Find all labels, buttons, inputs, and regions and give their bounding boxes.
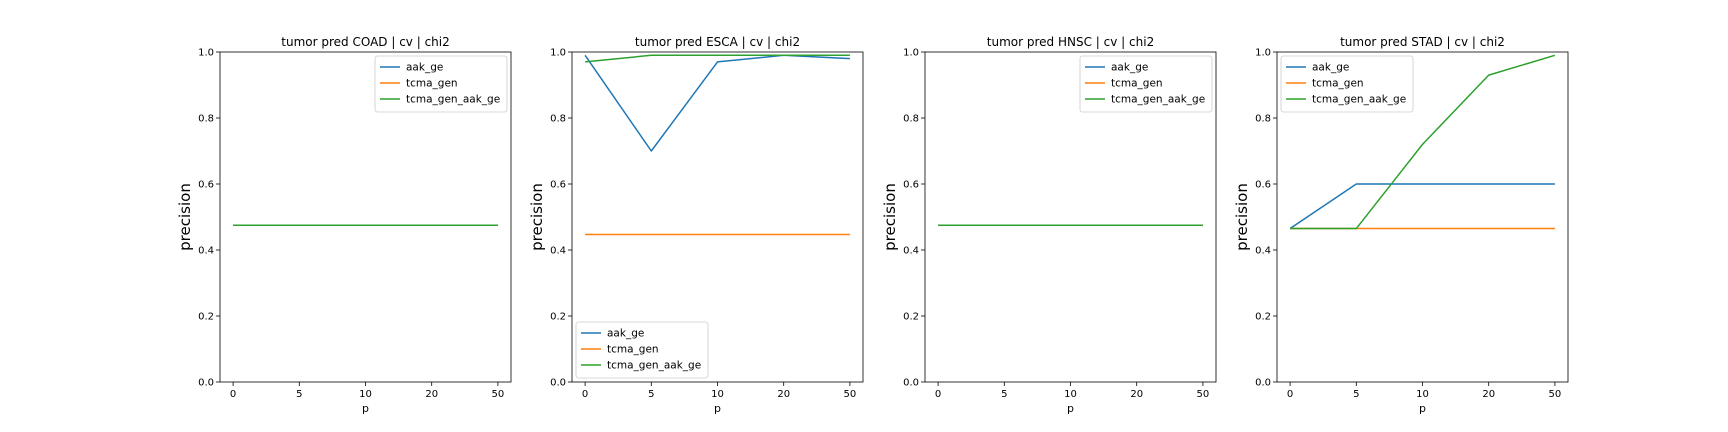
x-tick-label: 5 (648, 389, 654, 400)
x-tick-label: 5 (1001, 389, 1007, 400)
series-line-aak-ge (584, 54, 850, 152)
y-tick-label: 0.2 (903, 312, 919, 323)
chart-panel: tumor pred COAD | cv | chi2 0.0 0.2 0.4 0.6 0… (176, 35, 512, 415)
x-axis-label: p (1067, 402, 1074, 415)
legend: aak_ge tcma_gen tcma_gen_aak_ge (575, 321, 709, 379)
x-tick-label: 50 (1549, 389, 1562, 400)
y-tick-label: 1.0 (1255, 48, 1271, 59)
x-tick-label: 5 (296, 389, 302, 400)
legend: aak_ge tcma_gen tcma_gen_aak_ge (1079, 55, 1213, 113)
chart-panel: tumor pred STAD | cv | chi2 0.0 0.2 0.4 0.6 0… (1233, 35, 1569, 415)
legend-label: tcma_gen (406, 78, 458, 90)
y-tick-label: 0.8 (1255, 114, 1271, 125)
legend: aak_ge tcma_gen tcma_gen_aak_ge (1280, 55, 1414, 113)
y-tick-label: 0.0 (198, 378, 214, 389)
legend-label: aak_ge (1111, 62, 1148, 74)
y-tick-label: 0.2 (550, 312, 566, 323)
series-line-tcma-gen-aak-ge (1290, 54, 1556, 230)
legend-box (374, 55, 508, 113)
legend-label: tcma_gen (607, 344, 659, 356)
y-axis-label: precision (528, 183, 546, 251)
legend-box (1079, 55, 1213, 113)
x-tick-label: 20 (1130, 389, 1143, 400)
x-tick-label: 0 (1287, 389, 1293, 400)
chart-panel: tumor pred HNSC | cv | chi2 0.0 0.2 0.4 0.6 0… (881, 35, 1217, 415)
y-tick-label: 0.6 (1255, 180, 1271, 191)
legend-label: tcma_gen_aak_ge (1111, 94, 1205, 106)
legend-box (575, 321, 709, 379)
legend-label: tcma_gen (1111, 78, 1163, 90)
x-tick-label: 50 (844, 389, 857, 400)
plot-frame (924, 51, 1217, 383)
legend-label: tcma_gen_aak_ge (1312, 94, 1406, 106)
x-axis-label: p (1419, 402, 1426, 415)
plot-frame (571, 51, 864, 383)
x-tick-label: 5 (1353, 389, 1359, 400)
series-line-aak-ge (1289, 183, 1555, 230)
legend-label: aak_ge (607, 328, 644, 340)
y-tick-label: 1.0 (198, 48, 214, 59)
plot-frame (1276, 51, 1569, 383)
y-tick-label: 0.4 (1255, 246, 1271, 257)
y-tick-label: 0.4 (903, 246, 919, 257)
x-axis-label: p (362, 402, 369, 415)
y-tick-label: 0.4 (198, 246, 214, 257)
chart-title: tumor pred ESCA | cv | chi2 (635, 35, 800, 49)
x-tick-label: 20 (425, 389, 438, 400)
y-tick-label: 0.6 (550, 180, 566, 191)
y-tick-label: 0.2 (1255, 312, 1271, 323)
plot-frame (219, 51, 512, 383)
x-axis-label: p (714, 402, 721, 415)
x-tick-label: 50 (1197, 389, 1210, 400)
y-tick-label: 1.0 (550, 48, 566, 59)
y-tick-label: 0.8 (198, 114, 214, 125)
y-tick-label: 0.6 (903, 180, 919, 191)
legend-label: tcma_gen_aak_ge (607, 360, 701, 372)
y-tick-label: 0.0 (550, 378, 566, 389)
x-tick-label: 0 (582, 389, 588, 400)
y-tick-label: 1.0 (903, 48, 919, 59)
y-tick-label: 0.6 (198, 180, 214, 191)
chart-title: tumor pred STAD | cv | chi2 (1340, 35, 1505, 49)
x-tick-label: 10 (359, 389, 372, 400)
x-tick-label: 20 (777, 389, 790, 400)
y-axis-label: precision (881, 183, 899, 251)
x-tick-label: 10 (1416, 389, 1429, 400)
chart-panel: tumor pred ESCA | cv | chi2 0.0 0.2 0.4 0.6 0… (528, 35, 864, 415)
x-tick-label: 50 (492, 389, 505, 400)
legend-box (1280, 55, 1414, 113)
x-tick-label: 10 (711, 389, 724, 400)
x-tick-label: 20 (1482, 389, 1495, 400)
y-tick-label: 0.8 (550, 114, 566, 125)
y-tick-label: 0.0 (903, 378, 919, 389)
y-tick-label: 0.4 (550, 246, 566, 257)
y-tick-label: 0.2 (198, 312, 214, 323)
y-tick-label: 0.8 (903, 114, 919, 125)
legend-label: aak_ge (1312, 62, 1349, 74)
legend-label: aak_ge (406, 62, 443, 74)
x-tick-label: 0 (230, 389, 236, 400)
x-tick-label: 10 (1064, 389, 1077, 400)
series-line-tcma-gen-aak-ge (585, 54, 850, 63)
legend-label: tcma_gen (1312, 78, 1364, 90)
chart-title: tumor pred HNSC | cv | chi2 (987, 35, 1154, 49)
legend-label: tcma_gen_aak_ge (406, 94, 500, 106)
y-axis-label: precision (1233, 183, 1251, 251)
legend: aak_ge tcma_gen tcma_gen_aak_ge (374, 55, 508, 113)
chart-title: tumor pred COAD | cv | chi2 (281, 35, 449, 49)
y-axis-label: precision (176, 183, 194, 251)
y-tick-label: 0.0 (1255, 378, 1271, 389)
x-tick-label: 0 (935, 389, 941, 400)
